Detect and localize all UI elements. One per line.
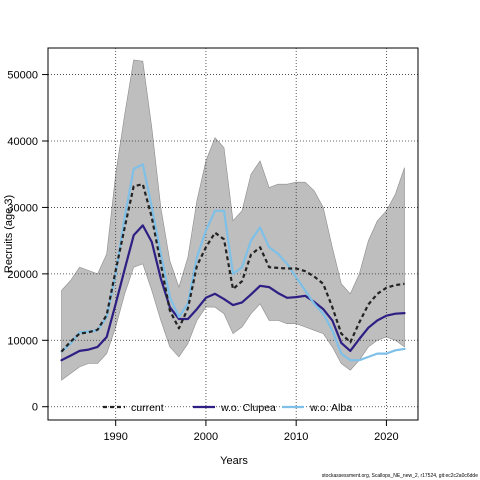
series-layer — [60, 163, 406, 362]
confidence-band-layer — [61, 59, 405, 381]
legend-label-1: w.o. Clupea — [220, 402, 276, 414]
series-line-2 — [60, 183, 405, 353]
x-tick-label: 1990 — [103, 431, 127, 443]
legend-label-0: current — [131, 402, 164, 414]
x-tick-label: 2000 — [194, 431, 218, 443]
confidence-band — [61, 59, 405, 381]
y-axis-label: Recruits (age 3) — [3, 195, 15, 273]
footer-text: stockassessment.org, Scallops_NE_new_2, … — [322, 473, 478, 479]
y-tick-label: 20000 — [7, 269, 38, 281]
y-tick-label: 0 — [32, 402, 38, 414]
y-tick-label: 30000 — [7, 202, 38, 214]
series-line-0 — [60, 224, 406, 362]
x-tick-label: 2010 — [284, 431, 308, 443]
legend-label-2: w.o. Alba — [309, 402, 352, 414]
y-tick-label: 10000 — [7, 335, 38, 347]
x-axis: 1990 2000 2010 2020 — [103, 420, 399, 443]
y-axis: 0 10000 20000 30000 40000 50000 — [7, 70, 48, 414]
y-tick-label: 50000 — [7, 70, 38, 82]
legend: current w.o. Clupea w.o. Alba — [103, 402, 352, 414]
x-tick-label: 2020 — [374, 431, 398, 443]
x-axis-label: Years — [220, 455, 248, 467]
plot-frame — [47, 47, 419, 421]
y-tick-label: 40000 — [7, 136, 38, 148]
